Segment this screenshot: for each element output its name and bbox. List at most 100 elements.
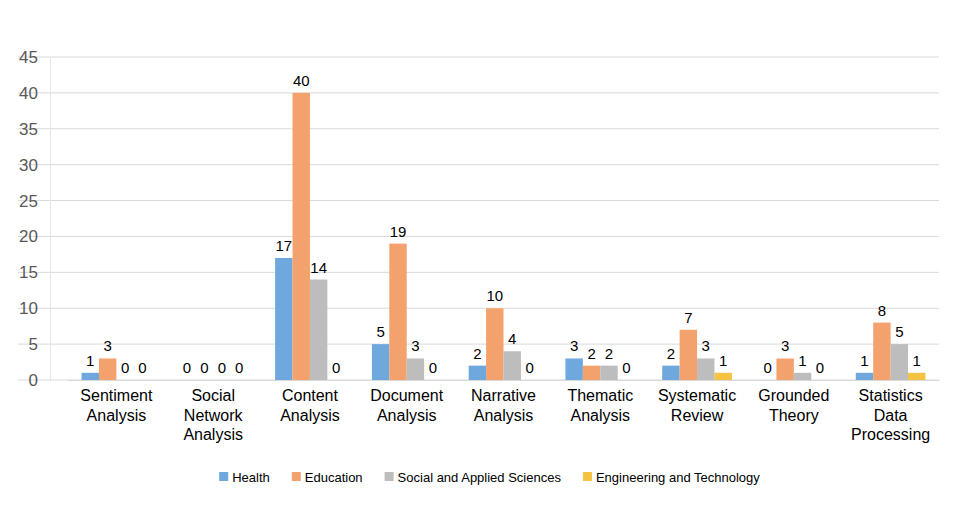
x-tick-label: Content Analysis bbox=[280, 387, 340, 423]
data-label: 2 bbox=[587, 345, 595, 362]
bar bbox=[293, 93, 310, 380]
bar bbox=[486, 308, 503, 380]
x-tick-label-line: Processing bbox=[851, 426, 930, 443]
data-label: 40 bbox=[293, 72, 310, 89]
bar bbox=[99, 358, 116, 380]
data-label: 3 bbox=[104, 337, 112, 354]
legend: Health Education Social and Applied Scienc… bbox=[219, 470, 760, 485]
bar bbox=[759, 380, 776, 381]
legend-item: Social and Applied Sciences bbox=[385, 470, 562, 485]
x-tick-label-line: Document bbox=[370, 387, 443, 404]
bar bbox=[213, 380, 230, 381]
x-tick-label-line: Sentiment bbox=[80, 387, 153, 404]
legend-item: Engineering and Technology bbox=[583, 470, 760, 485]
data-label: 5 bbox=[376, 323, 384, 340]
data-label: 17 bbox=[275, 237, 292, 254]
legend-label: Engineering and Technology bbox=[596, 470, 760, 485]
bar bbox=[407, 358, 424, 380]
x-tick-label: GroundedTheory bbox=[758, 387, 829, 423]
x-axis: Sentiment Analysis SocialNetworkAnalysis Co… bbox=[69, 380, 940, 443]
bar bbox=[521, 380, 538, 381]
x-tick-label: StatisticsDataProcessing bbox=[851, 387, 930, 442]
data-label: 0 bbox=[121, 359, 129, 376]
y-tick-label: 15 bbox=[19, 263, 38, 282]
data-label: 0 bbox=[816, 359, 824, 376]
data-label: 1 bbox=[719, 352, 727, 369]
bar bbox=[389, 244, 406, 380]
grid-line bbox=[18, 57, 939, 58]
y-tick-label: 0 bbox=[29, 371, 38, 390]
y-tick: 25 bbox=[19, 191, 50, 210]
bar bbox=[583, 366, 600, 380]
data-label: 0 bbox=[622, 359, 630, 376]
y-axis-line bbox=[50, 58, 51, 381]
data-label: 0 bbox=[218, 359, 226, 376]
bar bbox=[82, 373, 99, 380]
x-tick-label-line: Network bbox=[184, 407, 244, 424]
x-axis-line bbox=[69, 380, 940, 381]
x-tick-label-line: Analysis bbox=[87, 407, 147, 424]
x-tick-label-line: Statistics bbox=[859, 387, 923, 404]
data-label: 1 bbox=[798, 352, 806, 369]
x-tick-label-line: Analysis bbox=[570, 407, 630, 424]
x-tick-label-line: Narrative bbox=[471, 387, 536, 404]
bar bbox=[310, 280, 327, 380]
data-label: 0 bbox=[138, 359, 146, 376]
x-tick-label: SystematicReview bbox=[658, 387, 736, 423]
data-label: 1 bbox=[913, 352, 921, 369]
x-tick-label-line: Analysis bbox=[377, 407, 437, 424]
chart: 051015202530354045SentimentAnalysisSocia… bbox=[0, 0, 979, 514]
bar bbox=[776, 358, 793, 380]
data-label: 1 bbox=[860, 352, 868, 369]
bar bbox=[600, 366, 617, 380]
x-tick: SocialNetworkAnalysis bbox=[183, 380, 243, 443]
bar bbox=[714, 373, 731, 380]
y-tick: 15 bbox=[19, 263, 50, 282]
x-tick-label: SocialNetworkAnalysis bbox=[183, 387, 243, 442]
y-tick-label: 35 bbox=[19, 120, 38, 139]
y-tick-label: 10 bbox=[19, 299, 38, 318]
x-tick: StatisticsDataProcessing bbox=[851, 380, 930, 443]
bar bbox=[908, 373, 925, 380]
legend-label: Education bbox=[305, 470, 363, 485]
legend-label: Health bbox=[232, 470, 270, 485]
data-label: 3 bbox=[411, 337, 419, 354]
data-label: 0 bbox=[235, 359, 243, 376]
y-tick: 10 bbox=[19, 299, 50, 318]
data-label: 2 bbox=[473, 345, 481, 362]
x-tick-label-line: Content bbox=[282, 387, 339, 404]
data-label: 3 bbox=[702, 337, 710, 354]
grid-line bbox=[18, 92, 939, 93]
bar bbox=[811, 380, 828, 381]
x-tick-label-line: Analysis bbox=[280, 407, 340, 424]
bar bbox=[134, 380, 151, 381]
bar bbox=[794, 373, 811, 380]
y-tick-label: 30 bbox=[19, 156, 38, 175]
x-tick-label: Sentiment Analysis bbox=[80, 387, 153, 423]
bar bbox=[697, 358, 714, 380]
y-tick: 35 bbox=[19, 120, 50, 139]
legend-swatch bbox=[219, 472, 228, 481]
bar bbox=[662, 366, 679, 380]
data-label: 14 bbox=[310, 259, 327, 276]
legend-item: Education bbox=[292, 470, 363, 485]
bar bbox=[680, 330, 697, 380]
y-tick: 30 bbox=[19, 156, 50, 175]
x-tick: ThematicAnalysis bbox=[567, 380, 633, 424]
data-label: 3 bbox=[781, 337, 789, 354]
bar bbox=[565, 358, 582, 380]
grid-line bbox=[18, 128, 939, 129]
x-tick: Document Analysis bbox=[370, 380, 443, 424]
bar bbox=[116, 380, 133, 381]
data-label: 3 bbox=[570, 337, 578, 354]
bar bbox=[873, 323, 890, 380]
data-label: 0 bbox=[332, 359, 340, 376]
grid-line bbox=[18, 164, 939, 165]
y-tick: 20 bbox=[19, 227, 50, 246]
grid-line bbox=[18, 236, 939, 237]
bar bbox=[856, 373, 873, 380]
data-label: 1 bbox=[86, 352, 94, 369]
x-tick-label-line: Review bbox=[671, 407, 724, 424]
bar bbox=[275, 258, 292, 380]
legend-item: Health bbox=[219, 470, 270, 485]
